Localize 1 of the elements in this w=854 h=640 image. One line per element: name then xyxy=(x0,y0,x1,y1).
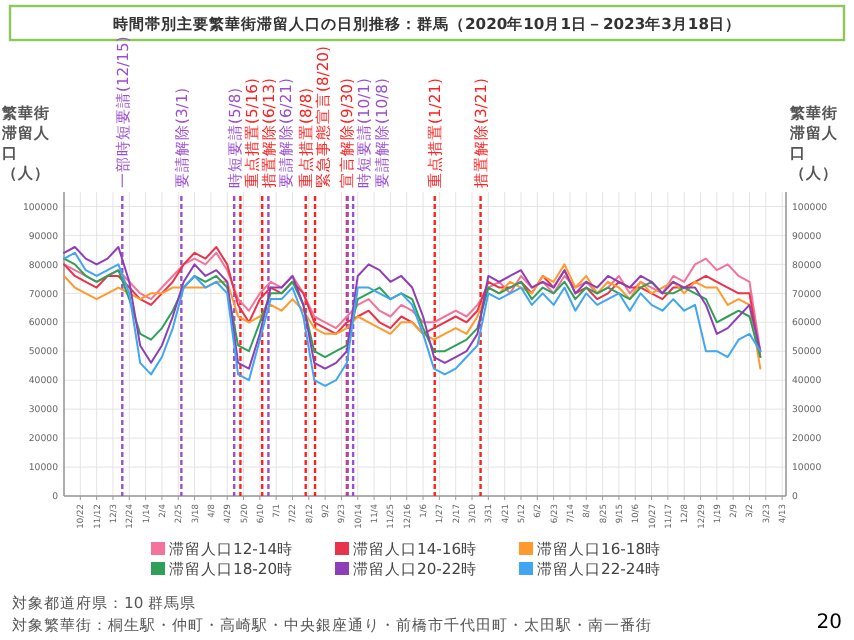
text: 20 xyxy=(816,612,842,634)
